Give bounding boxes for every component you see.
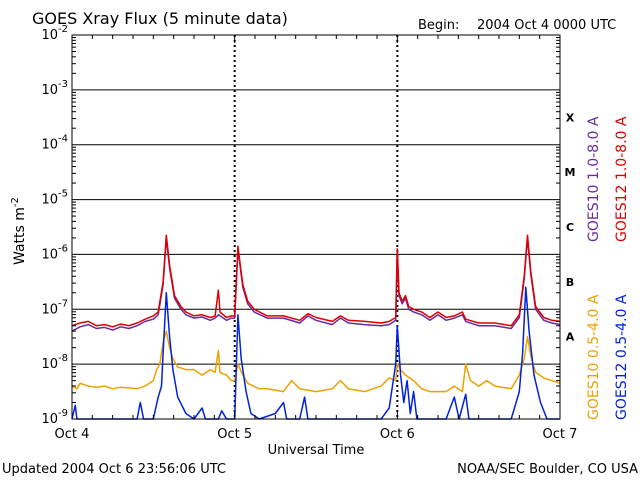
y-axis-label-base: Watts m <box>12 207 28 265</box>
begin-label: Begin: <box>418 18 459 33</box>
y-tick-label: 10-9 <box>41 408 68 427</box>
y-tick-label: 10-2 <box>41 24 68 43</box>
y-tick-label: 10-4 <box>41 134 68 153</box>
x-axis-ticks: Oct 4 Oct 5 Oct 6 Oct 7 <box>55 35 578 442</box>
flare-class-C: C <box>566 221 574 234</box>
flare-class-labels: X M C B A <box>565 111 576 343</box>
flare-class-M: M <box>565 166 576 179</box>
plot-frame <box>71 34 561 420</box>
x-axis-label: Universal Time <box>268 443 365 458</box>
series-layer <box>71 234 561 420</box>
flare-class-A: A <box>566 331 575 344</box>
svg-text:Watts m-2: Watts m-2 <box>10 197 28 265</box>
series-line <box>71 286 560 420</box>
legend-label: GOES12 1.0-8.0 A <box>614 116 630 242</box>
source-text: NOAA/SEC Boulder, CO USA <box>457 462 638 477</box>
series-line <box>71 330 561 393</box>
series-line <box>71 237 561 332</box>
flare-class-X: X <box>566 111 575 124</box>
flare-class-B: B <box>566 276 574 289</box>
legend: GOES10 1.0-8.0 A GOES12 1.0-8.0 A GOES10 0… <box>586 116 630 420</box>
x-tick-label: Oct 7 <box>543 427 578 442</box>
x-tick-label: Oct 4 <box>55 427 90 442</box>
y-axis-label-exp: -2 <box>10 197 21 207</box>
x-tick-label: Oct 5 <box>217 427 252 442</box>
legend-entry: GOES10 0.5-4.0 A <box>586 294 602 420</box>
legend-label: GOES10 1.0-8.0 A <box>586 116 602 242</box>
series-line <box>71 234 561 328</box>
legend-label: GOES12 0.5-4.0 A <box>614 294 630 420</box>
y-tick-label: 10-6 <box>41 243 68 262</box>
legend-entry: GOES10 1.0-8.0 A <box>586 116 602 242</box>
y-tick-label: 10-7 <box>41 298 68 317</box>
legend-entry: GOES12 1.0-8.0 A <box>614 116 630 242</box>
y-axis-ticks: 10-2 10-3 10-4 10-5 10-6 10-7 10-8 10-9 <box>41 24 560 427</box>
legend-entry: GOES12 0.5-4.0 A <box>614 294 630 420</box>
legend-label: GOES10 0.5-4.0 A <box>586 294 602 420</box>
y-axis-label: Watts m-2 <box>10 197 28 265</box>
y-tick-label: 10-8 <box>41 353 68 372</box>
chart-title: GOES Xray Flux (5 minute data) <box>32 9 288 28</box>
y-tick-label: 10-5 <box>41 189 68 208</box>
x-tick-label: Oct 6 <box>380 427 415 442</box>
y-tick-label: 10-3 <box>41 79 68 98</box>
begin-value: 2004 Oct 4 0000 UTC <box>477 18 616 33</box>
grid-layer <box>72 35 560 419</box>
updated-text: Updated 2004 Oct 6 23:56:06 UTC <box>2 462 226 477</box>
